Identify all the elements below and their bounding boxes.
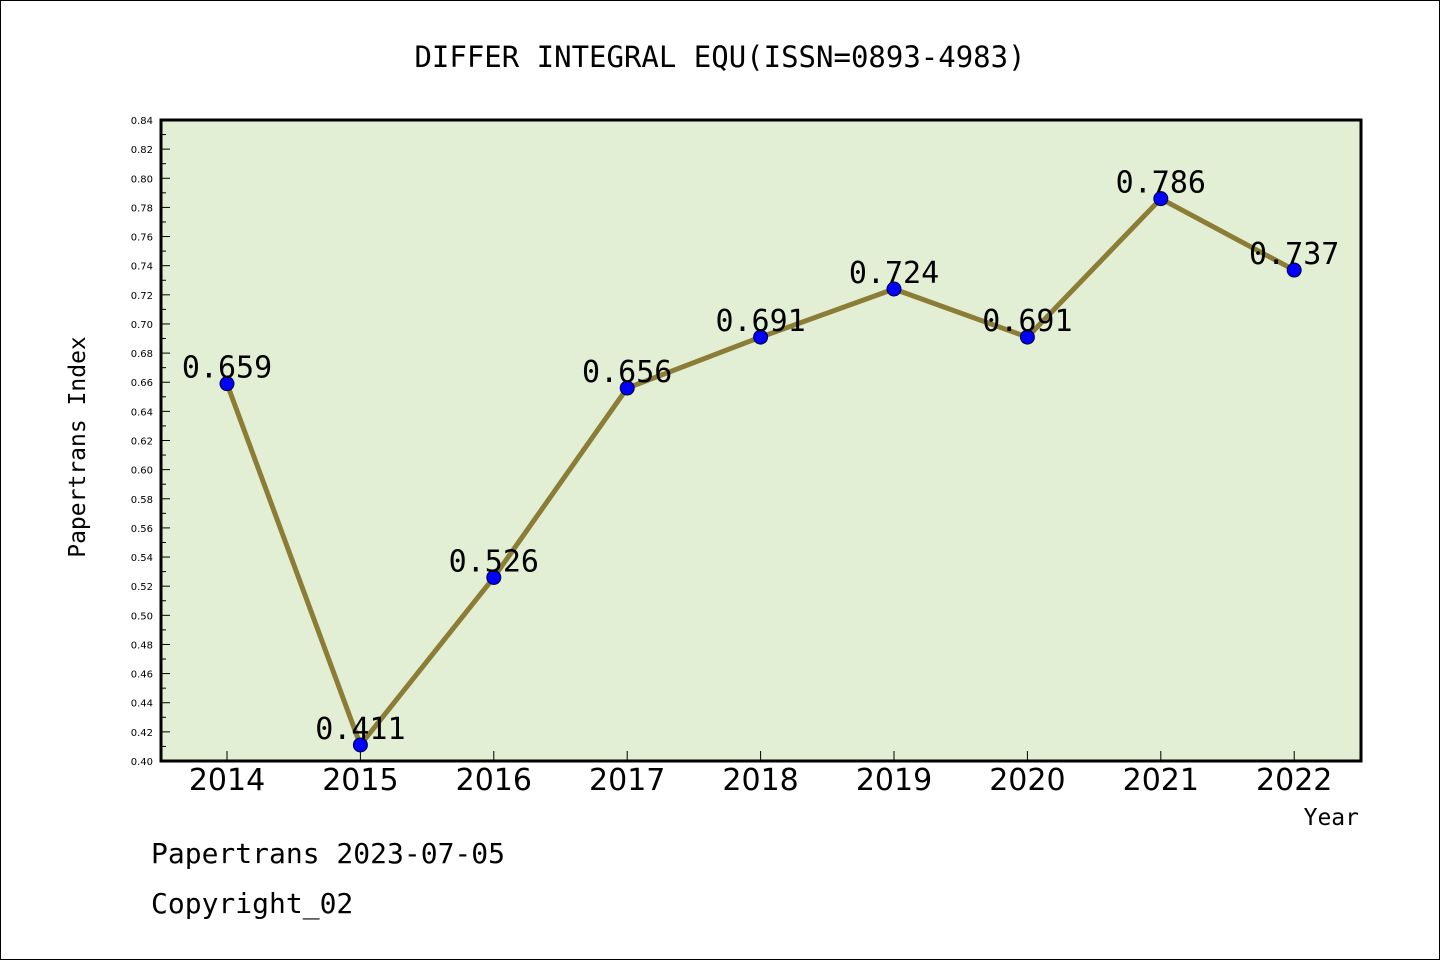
y-tick-label: 0.54	[131, 553, 153, 564]
data-point-label: 0.659	[182, 351, 272, 386]
x-tick-label: 2019	[856, 763, 932, 798]
data-point-label: 0.411	[315, 712, 405, 747]
data-point-label: 0.724	[849, 256, 939, 291]
data-point-marker	[1019, 329, 1035, 345]
x-tick-label: 2020	[989, 763, 1065, 798]
y-tick-label: 0.68	[131, 349, 153, 360]
y-tick-label: 0.82	[131, 145, 153, 156]
y-tick-label: 0.42	[131, 728, 153, 739]
y-tick-label: 0.56	[131, 524, 153, 535]
data-point-marker	[619, 380, 635, 396]
footer-copyright-text: Copyright_02	[151, 887, 354, 920]
data-point-label: 0.786	[1116, 166, 1206, 201]
y-tick-label: 0.76	[131, 233, 153, 244]
x-tick-label: 2022	[1256, 763, 1332, 798]
x-axis-title: Year	[1304, 805, 1359, 831]
x-tick-label: 2017	[589, 763, 665, 798]
data-point-label: 0.656	[582, 355, 672, 390]
x-tick-label: 2018	[722, 763, 798, 798]
chart-title: DIFFER INTEGRAL EQU(ISSN=0893-4983)	[414, 40, 1025, 74]
y-tick-label: 0.52	[131, 582, 153, 593]
plot-area	[159, 118, 1363, 763]
y-tick-label: 0.80	[131, 174, 153, 185]
y-tick-label: 0.58	[131, 495, 153, 506]
y-tick-label: 0.84	[131, 116, 153, 127]
footer-date-text: Papertrans 2023-07-05	[151, 837, 506, 870]
y-tick-label: 0.60	[131, 466, 153, 477]
y-tick-label: 0.78	[131, 203, 153, 214]
y-tick-label: 0.64	[131, 407, 153, 418]
y-tick-label: 0.66	[131, 378, 153, 389]
x-tick-label: 2015	[322, 763, 398, 798]
x-tick-label: 2016	[456, 763, 532, 798]
y-tick-label: 0.70	[131, 320, 153, 331]
data-point-marker	[486, 569, 502, 585]
data-point-label: 0.526	[449, 544, 539, 579]
x-tick-label: 2014	[189, 763, 265, 798]
x-tick-label: 2021	[1123, 763, 1199, 798]
y-axis-title: Papertrans Index	[65, 336, 91, 558]
y-tick-label: 0.62	[131, 437, 153, 448]
data-point-label: 0.691	[982, 304, 1072, 339]
y-axis: 0.40 0.42 0.44 0.46 0.48 0.50 0.52 0.54 0.56 0.58…	[131, 116, 170, 768]
data-point-label: 0.691	[715, 304, 805, 339]
x-axis: 2014 2015 2016 2017 2018 2019 2020 2021 2022	[189, 751, 1332, 798]
data-point-marker	[1286, 262, 1302, 278]
data-point-label: 0.737	[1249, 237, 1339, 272]
y-tick-label: 0.46	[131, 670, 153, 681]
y-tick-label: 0.48	[131, 640, 153, 651]
data-point-marker	[753, 329, 769, 345]
y-tick-label: 0.44	[131, 699, 153, 710]
data-point-marker	[886, 281, 902, 297]
y-tick-label: 0.40	[131, 757, 153, 768]
y-tick-label: 0.50	[131, 611, 153, 622]
data-point-marker	[1153, 191, 1169, 207]
data-point-marker	[219, 376, 235, 392]
data-point-marker	[352, 737, 368, 753]
data-labels: 0.659 0.411 0.526 0.656 0.691 0.724 0.691 0.786…	[182, 166, 1340, 747]
y-tick-label: 0.74	[131, 262, 153, 273]
y-tick-label: 0.72	[131, 291, 153, 302]
data-markers	[219, 191, 1302, 753]
